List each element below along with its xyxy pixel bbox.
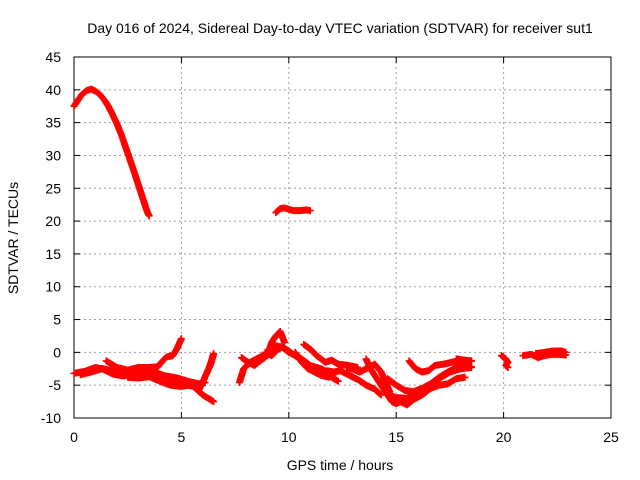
data-point	[377, 391, 385, 399]
x-tick-label: 20	[496, 429, 512, 445]
data-point	[190, 382, 198, 390]
series-arc-4	[124, 373, 198, 390]
data-point	[376, 390, 384, 398]
data-point	[145, 212, 153, 220]
series-arc-13	[362, 355, 469, 409]
data-point	[504, 363, 512, 371]
series-arc-18	[497, 352, 512, 371]
data-series	[70, 85, 570, 409]
data-point	[467, 357, 475, 365]
y-tick-label: 15	[45, 246, 61, 262]
data-point	[281, 339, 289, 347]
series-arc-high-mid	[272, 204, 314, 217]
series-arc-20	[532, 347, 570, 358]
series-arc-15	[386, 363, 475, 402]
x-tick-label: 5	[178, 429, 186, 445]
y-tick-label: 40	[45, 82, 61, 98]
y-axis-label: SDTVAR / TECUs	[5, 182, 21, 294]
x-axis-label: GPS time / hours	[287, 457, 394, 473]
x-tick-label: 10	[281, 429, 297, 445]
y-tick-label: 10	[45, 279, 61, 295]
series-arc-high-early	[70, 85, 153, 220]
y-axis: -10 -5 0 5 10 15 20 25 30 35 40 45	[41, 49, 611, 426]
data-point	[177, 335, 185, 343]
series-arc-5	[195, 350, 218, 394]
y-tick-label: 35	[45, 115, 61, 131]
x-tick-label: 15	[388, 429, 404, 445]
data-point	[210, 398, 218, 406]
data-point	[306, 207, 314, 215]
x-axis: 0 5 10 15 20 25	[70, 57, 619, 445]
data-point	[334, 377, 342, 385]
data-point	[467, 363, 475, 371]
x-tick-label: 0	[70, 429, 78, 445]
series-arc-17	[452, 355, 475, 365]
series-arc-11	[317, 367, 385, 399]
y-tick-label: 45	[45, 49, 61, 65]
y-tick-label: 5	[53, 312, 61, 328]
y-tick-label: -10	[41, 410, 61, 426]
y-tick-label: 30	[45, 147, 61, 163]
plot-frame	[73, 56, 612, 419]
y-tick-label: -5	[49, 377, 62, 393]
data-point	[461, 373, 469, 381]
y-tick-label: 20	[45, 213, 61, 229]
chart-title: Day 016 of 2024, Sidereal Day-to-day VTE…	[87, 20, 593, 36]
y-tick-label: 0	[53, 344, 61, 360]
y-tick-label: 25	[45, 180, 61, 196]
data-point	[205, 363, 213, 371]
series-arc-3	[102, 335, 185, 374]
data-point	[503, 362, 511, 370]
data-point	[562, 348, 570, 356]
x-tick-label: 25	[603, 429, 619, 445]
